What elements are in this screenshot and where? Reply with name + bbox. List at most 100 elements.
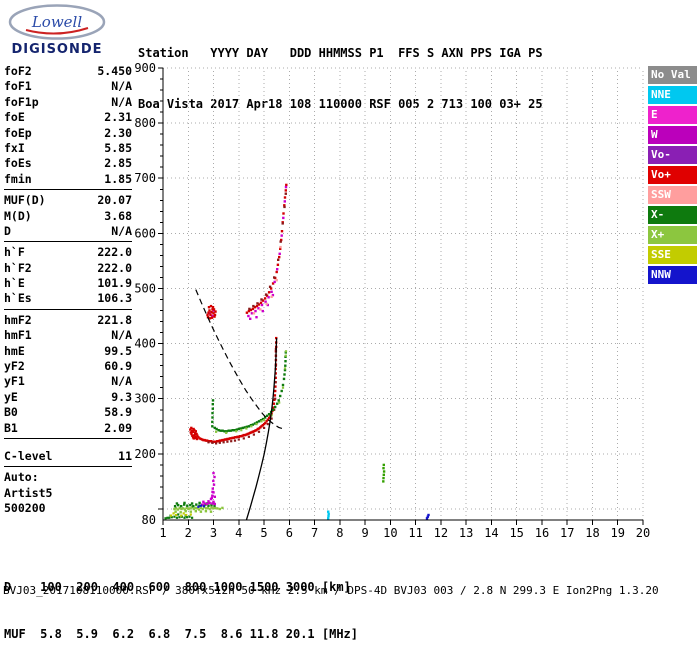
x-tick-label: 15 [509, 526, 523, 540]
param-label: C-level [4, 448, 53, 463]
profile-curve [245, 338, 278, 521]
param-row: h`Es 106.3 [4, 291, 132, 306]
header-line-1: Station YYYY DAY DDD HHMMSS P1 FFS S AXN… [138, 46, 543, 60]
param-label: yF2 [4, 359, 25, 374]
grid [162, 67, 644, 520]
param-label: foF1p [4, 94, 39, 109]
param-value: 5.85 [104, 140, 132, 155]
param-value: 9.3 [111, 389, 132, 404]
x-tick-label: 11 [408, 526, 422, 540]
lowell-digisonde-logo: Lowell DIGISONDE [2, 2, 116, 58]
series-es-trace-blue-nnw- [197, 504, 205, 508]
param-row: h`F2 222.0 [4, 261, 132, 276]
param-row: yE 9.3 [4, 390, 132, 405]
param-value: 58.9 [104, 405, 132, 420]
param-label: MUF(D) [4, 193, 46, 208]
param-row: foEs 2.85 [4, 156, 132, 171]
x-tick-label: 1 [159, 526, 166, 540]
axes [158, 67, 644, 525]
param-row: foF1p N/A [4, 95, 132, 110]
param-label: foEs [4, 156, 32, 171]
param-value: 11 [118, 448, 132, 463]
x-tick-label: 16 [535, 526, 549, 540]
param-row: D N/A [4, 224, 132, 239]
param-row: MUF(D) 20.07 [4, 193, 132, 208]
param-value: 5.450 [97, 64, 132, 78]
param-value: 222.0 [97, 245, 132, 260]
legend-item: W [648, 126, 697, 144]
legend-item: E [648, 106, 697, 124]
param-value: 222.0 [97, 260, 132, 275]
y-tick-label: 600 [134, 226, 156, 240]
param-row: yF2 60.9 [4, 359, 132, 374]
legend-item: Vo- [648, 146, 697, 164]
param-row: fmin 1.85 [4, 172, 132, 187]
axis-labels: 1 2 3 4 5 6 7 8 9 10 11 12 13 14 15 16 17 18 19 20900800700… [134, 61, 650, 540]
param-value: N/A [111, 223, 132, 238]
series-f-trace-o-mode-vo- [189, 336, 278, 443]
legend-item: No Val [648, 66, 697, 84]
y-tick-label: 80 [142, 513, 156, 527]
series-f-trace-x-mode-x- [211, 351, 287, 433]
param-row: B1 2.09 [4, 421, 132, 436]
x-tick-label: 13 [459, 526, 473, 540]
param-label: h`E [4, 276, 25, 291]
param-row: yF1 N/A [4, 374, 132, 389]
param-row: foF1 N/A [4, 79, 132, 94]
panel-divider [4, 189, 132, 191]
series-f-trace-dark-red-overlay [207, 348, 277, 445]
param-row: hmF2 221.8 [4, 313, 132, 328]
y-tick-label: 300 [134, 392, 156, 406]
series-2nd-order-f-echo-magenta [208, 185, 288, 320]
panel-divider [4, 437, 132, 439]
param-label: hmE [4, 343, 25, 358]
param-value: 221.8 [97, 312, 132, 327]
param-label: h`F [4, 245, 25, 260]
series-2nd-order-f-echo-pink-ssw- [252, 245, 282, 315]
panel-divider [4, 308, 132, 310]
param-value: 20.07 [97, 193, 132, 208]
param-row: M(D) 3.68 [4, 209, 132, 224]
param-label: B1 [4, 420, 18, 435]
param-label: foE [4, 110, 25, 125]
param-value: N/A [111, 328, 132, 343]
x-tick-label: 3 [210, 526, 217, 540]
param-value: 2.09 [104, 420, 132, 435]
direction-legend: No Val NNE E W Vo- Vo+ SSW X- X+ SSE NNW [648, 66, 697, 286]
legend-item: NNE [648, 86, 697, 104]
logo-graphic: Lowell DIGISONDE [8, 4, 106, 57]
param-label: hmF2 [4, 312, 32, 327]
transmission-curve [195, 289, 284, 430]
series-es-trace-dark-green [173, 501, 216, 508]
header-line-2: Boa Vista 2017 Apr18 108 110000 RSF 005 … [138, 97, 543, 111]
param-row: hmE 99.5 [4, 344, 132, 359]
param-label: fxI [4, 140, 25, 155]
logo-lowell-text: Lowell [31, 13, 83, 31]
x-tick-label: 14 [484, 526, 498, 540]
x-tick-label: 17 [560, 526, 574, 540]
param-row: B0 58.9 [4, 405, 132, 420]
autoscaling-info: 500200 [4, 501, 46, 516]
muf-table: D 100 200 400 600 800 1000 1500 3000 [km… [4, 549, 358, 658]
param-label: M(D) [4, 208, 32, 223]
x-tick-label: 4 [235, 526, 242, 540]
x-tick-label: 2 [185, 526, 192, 540]
muf-values-row: MUF 5.8 5.9 6.2 6.8 7.5 8.6 11.8 20.1 [M… [4, 626, 359, 641]
series-spur-cyan-nne- [327, 510, 330, 520]
param-label: D [4, 223, 11, 238]
param-row: h`F 222.0 [4, 245, 132, 260]
station-header: Station YYYY DAY DDD HHMMSS P1 FFS S AXN… [138, 11, 543, 130]
y-tick-label: 500 [134, 281, 156, 295]
param-label: fmin [4, 171, 32, 186]
series-bottom-band-green [164, 513, 194, 520]
series-2nd-order-low-cluster-red [206, 304, 217, 320]
param-label: h`F2 [4, 260, 32, 275]
param-row: h`E 101.9 [4, 276, 132, 291]
param-value: 3.68 [104, 208, 132, 223]
legend-item: SSE [648, 246, 697, 264]
param-value: 106.3 [97, 291, 132, 306]
param-value: 2.31 [104, 110, 132, 125]
autoscaling-info: Auto: [4, 470, 39, 485]
panel-divider [4, 466, 132, 468]
param-row: C-level 11 [4, 449, 132, 464]
